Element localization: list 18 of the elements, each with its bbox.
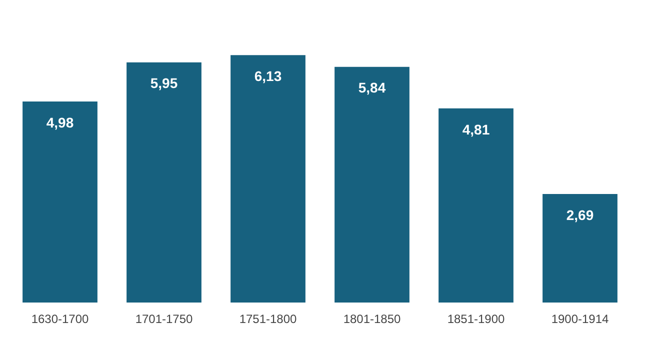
bar xyxy=(334,66,410,303)
x-tick-label: 1900-1914 xyxy=(551,312,610,326)
data-label: 4,98 xyxy=(46,114,74,130)
bar xyxy=(542,194,618,303)
data-label: 2,69 xyxy=(566,206,594,223)
x-tick-label: 1630-1700 xyxy=(31,312,90,326)
data-label: 5,84 xyxy=(358,80,386,96)
x-tick-label: 1851-1900 xyxy=(447,312,506,326)
bar xyxy=(22,102,98,303)
x-tick-label: 1701-1750 xyxy=(135,312,194,326)
data-label: 6,13 xyxy=(254,68,282,84)
data-label: 4,81 xyxy=(462,121,490,138)
bar xyxy=(126,62,202,303)
bar xyxy=(438,108,514,303)
data-label: 5,95 xyxy=(150,75,178,92)
bar xyxy=(230,55,306,303)
x-tick-label: 1801-1850 xyxy=(343,312,402,326)
x-tick-label: 1751-1800 xyxy=(239,312,298,326)
